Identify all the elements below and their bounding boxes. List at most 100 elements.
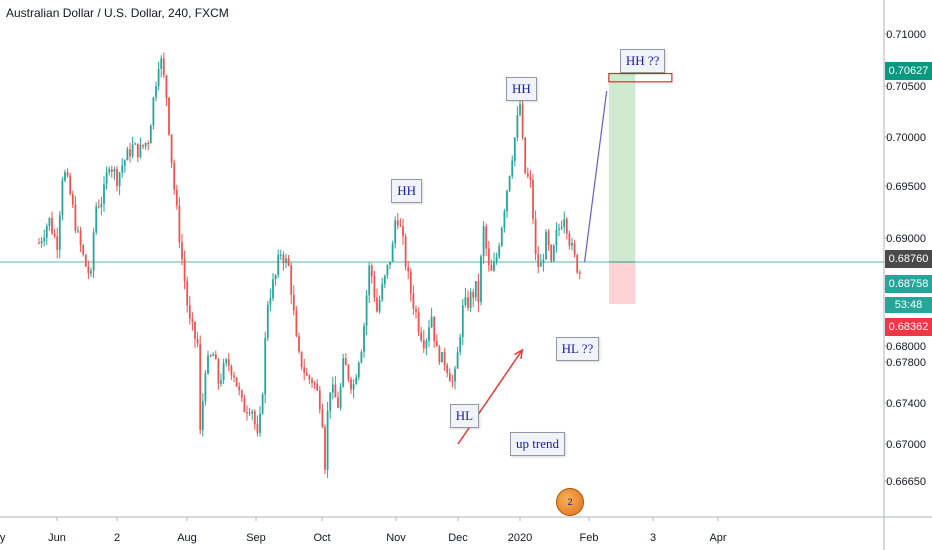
candle-body [136,143,139,158]
candle-body [227,359,230,367]
candle-body [222,363,225,381]
candle-body [383,275,386,285]
annotation-label[interactable]: HL [449,404,480,429]
candle-body [415,308,417,312]
annotation-label[interactable]: HH [506,76,537,101]
candle-body [129,149,131,157]
up-arrow-head [514,348,524,360]
candle-body [240,390,243,399]
candle-body [560,227,563,229]
candle-body [412,293,415,309]
y-tick-label: 0.69000 [886,233,926,245]
annotation-label[interactable]: HH ?? [619,48,666,73]
candle-body [235,377,238,387]
candle-body [61,180,64,216]
candle-body [513,137,516,161]
candle-body [251,411,254,414]
candle-body [183,259,186,282]
candle-body [305,372,308,376]
y-tick-label: 0.68000 [886,341,926,353]
candle-body [485,226,488,249]
candle-body [56,236,59,250]
candle-body [428,327,430,341]
candle-body [51,217,53,234]
candle-body [464,297,467,306]
x-tick-label: Jun [48,532,66,544]
candle-body [225,359,228,364]
candle-body [207,355,209,374]
candle-body [404,236,407,268]
candle-body [350,379,352,390]
annotation-label[interactable]: HH [391,179,422,204]
candle-body [103,184,105,204]
candle-body [456,351,459,369]
tradingview-logo-icon[interactable]: 2 [556,488,584,516]
candle-body [539,262,542,267]
candle-body [142,144,144,147]
candle-body [477,281,480,302]
candle-body [542,259,545,263]
annotation-label[interactable]: up trend [510,431,565,456]
candle-body [38,243,40,244]
candle-body [480,256,482,302]
candle-body [105,172,108,185]
candle-body [420,332,423,341]
x-tick-label: 2020 [508,532,532,544]
candle-body [303,367,306,373]
candle-body [139,144,142,158]
candle-body [508,176,511,191]
bar-countdown: 53:48 [885,297,932,313]
candle-body [181,242,183,260]
candle-body [243,398,246,413]
x-tick-label: 2 [114,532,120,544]
candle-body [402,226,404,237]
candle-body [329,392,332,411]
candle-body [66,172,69,176]
candle-body [495,256,498,262]
candle-body [290,265,293,295]
candle-body [279,254,282,256]
candle-body [568,233,571,246]
candle-body [451,381,454,383]
candle-body [334,384,337,398]
candle-body [230,366,233,376]
x-tick-label: Feb [580,532,599,544]
price-axis-label: 0.68362 [885,318,932,336]
candle-body [370,265,373,277]
candle-body [433,316,436,341]
x-tick-label: 3 [650,532,656,544]
candle-body [441,352,443,363]
x-tick-label: Aug [177,532,197,544]
trend-line [583,91,608,263]
candle-body [108,169,111,173]
y-tick-label: 0.70500 [886,81,926,93]
candle-body [373,276,376,298]
y-tick-label: 0.66650 [886,476,926,488]
candle-body [292,294,295,311]
candle-body [233,375,235,378]
candle-body [157,68,160,87]
candle-body [357,362,360,378]
chart-title: Australian Dollar / U.S. Dollar, 240, FX… [6,6,229,20]
candle-body [261,394,264,414]
candle-body [147,142,150,144]
candle-body [529,176,532,180]
logo-badge: 2 [567,497,573,507]
candle-body [318,390,321,410]
candle-body [264,337,267,395]
candle-body [565,219,568,234]
candle-body [212,354,215,356]
candle-body [116,169,118,186]
candle-body [118,172,121,186]
candle-body [365,295,368,326]
candle-body [188,305,191,319]
candle-body [552,245,555,262]
candle-body [407,267,410,272]
candle-body [545,231,547,260]
annotation-label[interactable]: HL ?? [555,336,600,361]
candle-body [339,386,342,408]
candle-body [82,245,85,255]
candle-body [238,386,241,391]
candle-body [521,104,524,138]
